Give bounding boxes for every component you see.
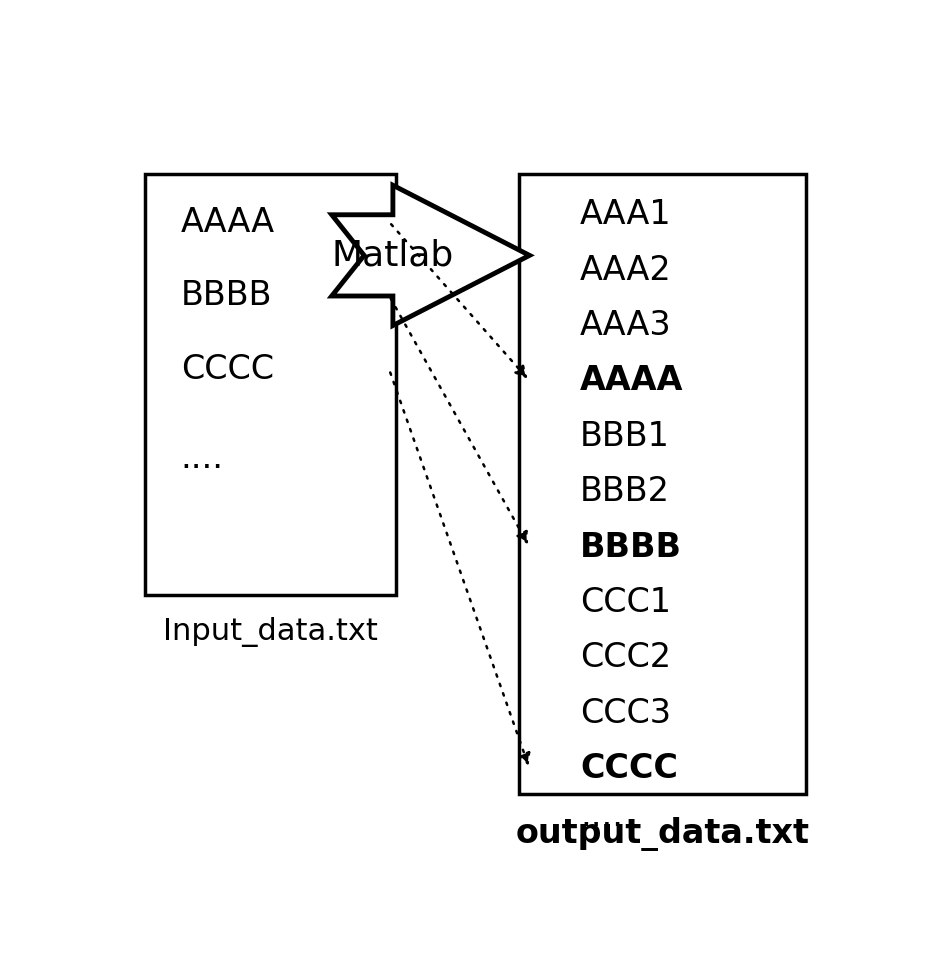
Text: CCC2: CCC2 [579, 642, 670, 674]
Text: CCCC: CCCC [579, 752, 677, 785]
Bar [518, 175, 806, 794]
Bar [145, 175, 396, 595]
Text: ....: .... [579, 800, 622, 833]
Polygon shape [332, 185, 529, 325]
Text: Input_data.txt: Input_data.txt [163, 618, 377, 647]
Text: ....: .... [181, 442, 223, 475]
Text: AAA3: AAA3 [579, 309, 671, 342]
Text: CCC1: CCC1 [579, 586, 670, 619]
Text: CCCC: CCCC [181, 353, 273, 386]
Text: Matlab: Matlab [332, 239, 453, 272]
Text: AAA1: AAA1 [579, 199, 671, 231]
Text: output_data.txt: output_data.txt [515, 817, 808, 851]
Text: BBBB: BBBB [181, 279, 272, 313]
Text: BBBB: BBBB [579, 530, 681, 564]
Text: AAAA: AAAA [579, 364, 682, 397]
Text: CCC3: CCC3 [579, 696, 670, 730]
Text: BBB2: BBB2 [579, 475, 669, 508]
Text: AAAA: AAAA [181, 205, 274, 239]
Text: BBB1: BBB1 [579, 420, 669, 453]
Text: AAA2: AAA2 [579, 253, 671, 287]
